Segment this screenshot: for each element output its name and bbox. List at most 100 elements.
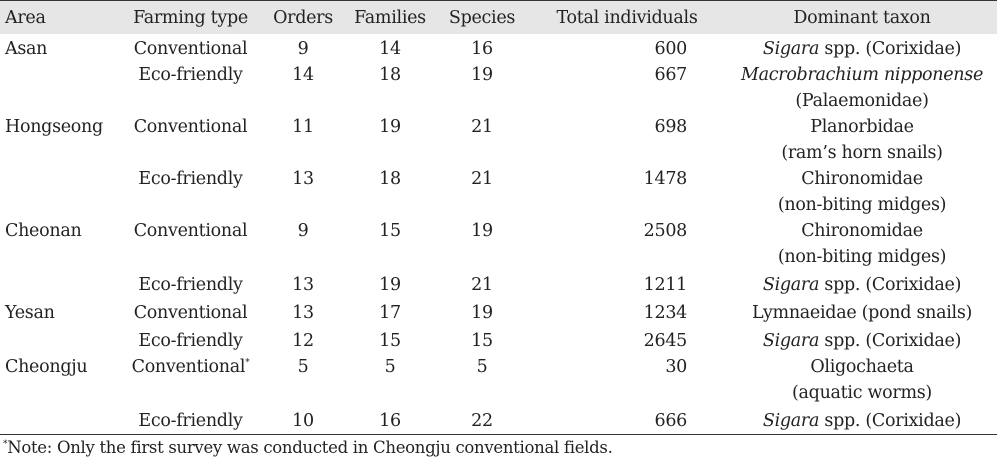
header-species: Species — [437, 0, 527, 34]
taxon-line-1: Sigara spp. (Corixidae) — [729, 328, 995, 354]
cell-orders: 9 — [297, 221, 309, 241]
cell-area — [0, 62, 118, 114]
cell-total-individuals: 30 — [665, 357, 687, 377]
footnote-reference-marker: * — [245, 358, 250, 369]
farming-type-label: Eco-friendly — [138, 331, 243, 351]
taxon-line-1: Sigara spp. (Corixidae) — [729, 408, 995, 434]
cell-families: 14 — [379, 39, 401, 59]
cell-orders: 12 — [292, 331, 314, 351]
cell-species: 21 — [471, 275, 493, 295]
cell-farming-type: Conventional* — [118, 354, 263, 406]
cell-dominant-taxon: Macrobrachium nipponense (Palaemonidae) — [727, 62, 997, 114]
farming-type-label: Conventional — [133, 303, 248, 323]
taxon-line-1: Sigara spp. (Corixidae) — [729, 36, 995, 62]
taxon-scientific-name: Macrobrachium nipponense — [741, 65, 983, 85]
cell-area — [0, 166, 118, 218]
cell-dominant-taxon: Lymnaeidae (pond snails) — [727, 298, 997, 326]
cell-area: Cheongju — [5, 357, 88, 377]
cell-dominant-taxon: Sigara spp. (Corixidae) — [727, 326, 997, 354]
cell-dominant-taxon: Chironomidae (non-biting midges) — [727, 218, 997, 270]
cell-total-individuals: 2645 — [643, 331, 688, 351]
taxon-scientific-name: Sigara — [762, 39, 820, 59]
cell-area: Hongseong — [5, 117, 103, 137]
cell-area — [0, 326, 118, 354]
header-farming-type: Farming type — [118, 0, 263, 34]
table-row: Eco-friendly 10 16 22 666 Sigara spp. (Corixi… — [0, 406, 997, 435]
taxon-name: Chironomidae — [801, 169, 923, 189]
farming-type-label: Eco-friendly — [138, 65, 243, 85]
cell-species: 5 — [476, 357, 488, 377]
table-row: Eco-friendly 13 19 21 1211 Sigara spp. (Corix… — [0, 270, 997, 298]
cell-species: 22 — [437, 406, 527, 435]
cell-dominant-taxon: Sigara spp. (Corixidae) — [727, 406, 997, 435]
taxon-line-1: Lymnaeidae (pond snails) — [729, 300, 995, 326]
cell-dominant-taxon: Sigara spp. (Corixidae) — [727, 270, 997, 298]
farming-type-label: Eco-friendly — [138, 169, 243, 189]
taxon-name: Oligochaeta — [810, 357, 914, 377]
cell-farming-type: Conventional — [118, 218, 263, 270]
table-row: Cheonan Conventional 9 15 19 2508 Chironomidae… — [0, 218, 997, 270]
taxon-scientific-name: Sigara — [762, 331, 820, 351]
farming-type-label: Conventional — [131, 357, 246, 377]
farming-type-label: Eco-friendly — [138, 411, 243, 431]
table-footnote: *Note: Only the first survey was conduct… — [0, 438, 997, 457]
cell-orders: 5 — [297, 357, 309, 377]
header-families: Families — [343, 0, 437, 34]
cell-species: 19 — [471, 303, 493, 323]
taxon-line-1: Macrobrachium nipponense — [729, 62, 995, 88]
biodiversity-table: Area Farming type Orders Families Specie… — [0, 0, 997, 435]
cell-families: 19 — [379, 117, 401, 137]
table-row: Eco-friendly 14 18 19 667 Macrobrachium nippo… — [0, 62, 997, 114]
cell-families: 16 — [343, 406, 437, 435]
header-orders: Orders — [263, 0, 343, 34]
cell-total-individuals: 2508 — [643, 221, 688, 241]
cell-orders: 10 — [263, 406, 343, 435]
taxon-line-2: (aquatic worms) — [792, 383, 932, 403]
cell-total-individuals: 698 — [654, 117, 687, 137]
cell-families: 18 — [379, 65, 401, 85]
taxon-line-2: (non-biting midges) — [777, 195, 947, 215]
cell-families: 15 — [379, 331, 401, 351]
cell-total-individuals: 1211 — [643, 275, 688, 295]
taxon-line-2: (ram’s horn snails) — [781, 143, 943, 163]
table-row: Eco-friendly 13 18 21 1478 Chironomidae (non-b… — [0, 166, 997, 218]
cell-farming-type: Conventional — [118, 34, 263, 62]
header-area: Area — [0, 0, 118, 34]
cell-total-individuals: 1478 — [643, 169, 688, 189]
cell-farming-type: Eco-friendly — [118, 166, 263, 218]
cell-farming-type: Eco-friendly — [118, 326, 263, 354]
cell-area: Yesan — [5, 303, 55, 323]
cell-species: 21 — [471, 169, 493, 189]
cell-orders: 13 — [292, 275, 314, 295]
cell-area — [0, 406, 118, 435]
farming-type-label: Conventional — [133, 117, 248, 137]
cell-total-individuals: 666 — [527, 406, 727, 435]
cell-dominant-taxon: Chironomidae (non-biting midges) — [727, 166, 997, 218]
cell-orders: 13 — [292, 169, 314, 189]
taxon-line-1: Chironomidae — [729, 166, 995, 192]
farming-type-label: Conventional — [133, 39, 248, 59]
cell-species: 19 — [471, 221, 493, 241]
table-row: Asan Conventional 9 14 16 600 Sigara spp. (Cor… — [0, 34, 997, 62]
table-row: Hongseong Conventional 11 19 21 698 Planorbida… — [0, 114, 997, 166]
cell-orders: 9 — [297, 39, 309, 59]
taxon-line-1: Oligochaeta — [729, 354, 995, 380]
taxon-scientific-name: Sigara — [762, 411, 820, 431]
footnote-text: Note: Only the first survey was conducte… — [7, 438, 613, 457]
cell-total-individuals: 1234 — [643, 303, 688, 323]
taxon-line-2: (non-biting midges) — [777, 247, 947, 267]
footnote-marker: * — [3, 439, 8, 450]
cell-farming-type: Eco-friendly — [118, 406, 263, 435]
cell-farming-type: Conventional — [118, 298, 263, 326]
farming-type-label: Eco-friendly — [138, 275, 243, 295]
cell-families: 5 — [384, 357, 396, 377]
cell-farming-type: Conventional — [118, 114, 263, 166]
taxon-line-1: Planorbidae — [729, 114, 995, 140]
cell-area — [0, 270, 118, 298]
cell-species: 16 — [471, 39, 493, 59]
table-header-row: Area Farming type Orders Families Specie… — [0, 0, 997, 34]
cell-orders: 14 — [292, 65, 314, 85]
taxon-name: Planorbidae — [810, 117, 914, 137]
taxon-name: spp. (Corixidae) — [819, 39, 962, 59]
